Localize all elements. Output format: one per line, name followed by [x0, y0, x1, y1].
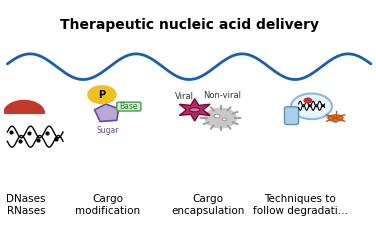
Wedge shape — [4, 101, 44, 113]
Text: Viral: Viral — [175, 92, 194, 101]
FancyBboxPatch shape — [285, 107, 299, 125]
Text: Sugar: Sugar — [96, 126, 119, 135]
Circle shape — [304, 98, 312, 103]
FancyBboxPatch shape — [117, 102, 141, 111]
Text: Base: Base — [120, 102, 138, 111]
Text: Cargo
modification: Cargo modification — [75, 194, 140, 216]
Ellipse shape — [190, 108, 200, 112]
Polygon shape — [94, 104, 119, 122]
Text: DNases
RNases: DNases RNases — [6, 194, 45, 216]
Circle shape — [205, 108, 236, 128]
Circle shape — [222, 118, 227, 121]
Circle shape — [88, 86, 116, 104]
Text: Cargo
encapsulation: Cargo encapsulation — [171, 194, 244, 216]
Text: Non-viral: Non-viral — [203, 91, 241, 100]
Circle shape — [214, 114, 220, 118]
Text: P: P — [99, 90, 106, 100]
Text: Techniques to
follow degradati…: Techniques to follow degradati… — [253, 194, 348, 216]
Circle shape — [291, 93, 332, 119]
Polygon shape — [179, 99, 210, 121]
Text: Therapeutic nucleic acid delivery: Therapeutic nucleic acid delivery — [60, 18, 318, 32]
Ellipse shape — [328, 115, 343, 121]
